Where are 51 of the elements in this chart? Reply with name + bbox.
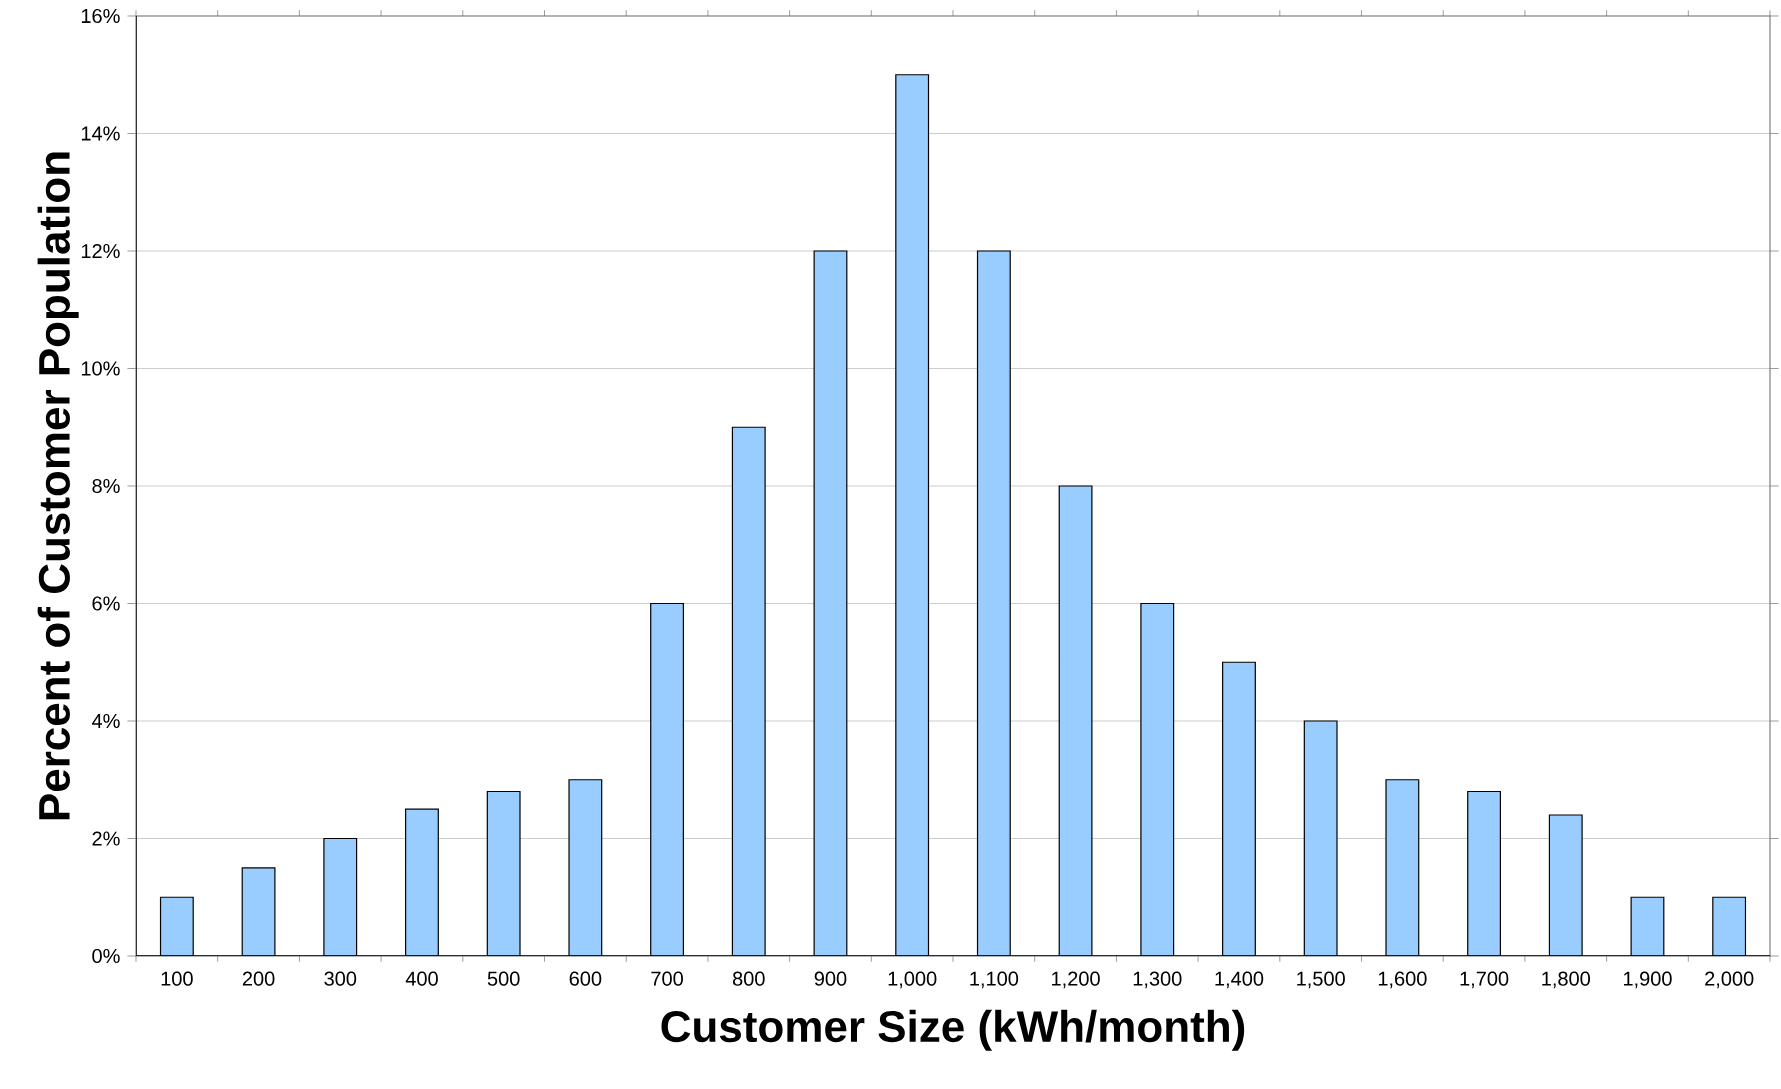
x-tick-label: 400 bbox=[405, 971, 438, 986]
x-tick-label: 100 bbox=[161, 971, 193, 986]
bar bbox=[486, 790, 521, 956]
x-tick-label: 1,900 bbox=[1623, 971, 1672, 989]
y-tick-label: 12% bbox=[81, 243, 120, 259]
bar bbox=[1222, 661, 1256, 956]
y-tick-label: 4% bbox=[91, 713, 120, 729]
x-tick-label: 700 bbox=[651, 971, 683, 986]
bar bbox=[1467, 790, 1501, 956]
bar bbox=[1058, 485, 1093, 956]
bar bbox=[813, 250, 848, 956]
bar bbox=[1303, 720, 1338, 956]
bar bbox=[323, 837, 358, 956]
bar bbox=[976, 250, 1011, 956]
x-tick-label: 1,800 bbox=[1542, 971, 1591, 989]
bar bbox=[731, 426, 766, 956]
x-tick-label: 900 bbox=[814, 971, 847, 986]
x-tick-label: 1,600 bbox=[1378, 971, 1427, 989]
bar bbox=[241, 867, 276, 956]
bar bbox=[650, 602, 684, 956]
x-tick-label: 300 bbox=[324, 971, 357, 986]
bar bbox=[1140, 602, 1175, 956]
x-tick-label: 1,000 bbox=[888, 971, 937, 989]
y-tick-label: 6% bbox=[92, 596, 120, 611]
x-tick-label: 1,400 bbox=[1215, 971, 1264, 989]
y-tick-label: 2% bbox=[92, 831, 120, 846]
x-tick-label: 200 bbox=[242, 971, 275, 986]
y-tick-label: 16% bbox=[81, 8, 120, 24]
bar bbox=[1548, 814, 1583, 956]
x-tick-label: 800 bbox=[732, 971, 765, 986]
y-axis-title: Percent of Customer Population bbox=[37, 152, 79, 820]
bar bbox=[895, 74, 930, 956]
x-tick-label: 1,200 bbox=[1052, 971, 1100, 989]
x-tick-label: 1,300 bbox=[1133, 971, 1182, 989]
x-tick-label: 1,700 bbox=[1460, 971, 1509, 989]
x-axis-title: Customer Size (kWh/month) bbox=[661, 1009, 1245, 1051]
x-tick-label: 600 bbox=[569, 971, 602, 986]
y-tick-label: 10% bbox=[81, 361, 120, 376]
x-tick-label: 2,000 bbox=[1705, 971, 1754, 989]
bar bbox=[1385, 779, 1420, 956]
x-tick-label: 1,100 bbox=[970, 971, 1019, 989]
y-tick-label: 0% bbox=[92, 948, 120, 964]
y-tick-label: 14% bbox=[81, 126, 120, 141]
bar bbox=[1630, 896, 1665, 956]
bar bbox=[159, 896, 194, 956]
x-tick-label: 1,500 bbox=[1297, 971, 1345, 989]
bar bbox=[568, 779, 603, 956]
bar bbox=[1712, 896, 1747, 956]
y-tick-label: 8% bbox=[92, 478, 120, 494]
bar bbox=[405, 808, 439, 956]
x-tick-label: 500 bbox=[487, 971, 520, 986]
